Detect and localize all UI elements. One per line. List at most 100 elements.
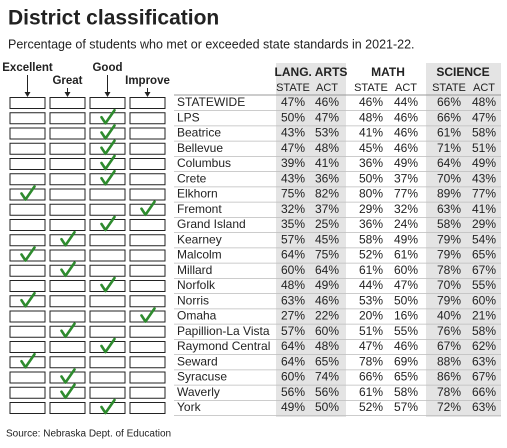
score: 29%: [472, 217, 496, 231]
score: 70%: [437, 171, 461, 185]
score: 78%: [437, 263, 461, 277]
checkbox: [129, 188, 166, 201]
score: 78%: [437, 385, 461, 399]
score: 86%: [437, 370, 461, 384]
checkbox: [9, 371, 46, 384]
checkbox: [129, 112, 166, 125]
district-name: Beatrice: [177, 126, 221, 140]
score: 47%: [281, 95, 305, 109]
district-name: Omaha: [177, 309, 217, 323]
lang-arts-shade: [276, 63, 346, 417]
score: 82%: [315, 187, 339, 201]
score: 55%: [472, 278, 496, 292]
score: 40%: [437, 309, 461, 323]
score: 46%: [315, 95, 339, 109]
score: 47%: [394, 278, 418, 292]
score: 60%: [394, 263, 418, 277]
checkbox: [89, 234, 126, 247]
score: 48%: [315, 141, 339, 155]
checkbox: [89, 188, 126, 201]
score: 64%: [281, 248, 305, 262]
score: 27%: [281, 309, 305, 323]
checkbox: [9, 112, 46, 125]
score: 22%: [315, 309, 339, 323]
score: 53%: [359, 293, 383, 307]
score: 46%: [394, 339, 418, 353]
checkbox: [49, 219, 86, 231]
sub-header: ACT: [316, 82, 338, 94]
score: 36%: [359, 156, 383, 170]
score: 20%: [359, 309, 383, 323]
score: 46%: [394, 110, 418, 124]
checkbox: [89, 203, 126, 216]
district-name: Waverly: [177, 385, 220, 399]
district-name: Malcolm: [177, 248, 222, 262]
score: 70%: [437, 278, 461, 292]
score: 79%: [437, 293, 461, 307]
checkbox: [49, 310, 86, 323]
score: 78%: [359, 354, 383, 368]
checkmark: [100, 108, 116, 125]
score: 51%: [359, 324, 383, 338]
score: 64%: [315, 263, 339, 277]
checkbox: [89, 295, 126, 308]
sub-header: STATE: [276, 82, 310, 94]
score: 79%: [437, 248, 461, 262]
checkmark: [60, 261, 76, 278]
score: 67%: [437, 339, 461, 353]
score: 48%: [281, 278, 305, 292]
score: 43%: [281, 126, 305, 140]
checkbox: [9, 97, 46, 109]
district-name: Fremont: [177, 202, 222, 216]
score: 64%: [437, 156, 461, 170]
score: 36%: [359, 217, 383, 231]
classification-header: Good: [92, 62, 122, 74]
district-name: Seward: [177, 354, 218, 368]
checkmark: [60, 322, 76, 339]
score: 76%: [437, 324, 461, 338]
checkbox: [9, 203, 46, 216]
district-name: Crete: [177, 171, 207, 185]
checkbox: [9, 127, 46, 140]
checkbox: [89, 249, 126, 262]
score: 47%: [359, 339, 383, 353]
score: 32%: [281, 202, 305, 216]
science-shade: [426, 63, 501, 417]
checkbox: [9, 341, 46, 353]
score: 60%: [472, 293, 496, 307]
score: 62%: [472, 339, 496, 353]
arrow-head: [144, 92, 151, 97]
classification-header: Excellent: [2, 62, 53, 74]
checkbox: [9, 219, 46, 231]
score: 63%: [472, 354, 496, 368]
checkmark: [60, 368, 76, 384]
score: 49%: [315, 278, 339, 292]
score: 16%: [394, 309, 418, 323]
district-name: Kearney: [177, 232, 222, 246]
score: 47%: [281, 141, 305, 155]
district-name: Millard: [177, 263, 212, 277]
score: 37%: [315, 202, 339, 216]
score: 71%: [437, 141, 461, 155]
checkbox: [49, 249, 86, 262]
score: 56%: [315, 385, 339, 399]
score: 64%: [281, 339, 305, 353]
checkmark: [100, 215, 116, 232]
score: 41%: [472, 202, 496, 216]
score: 58%: [472, 126, 496, 140]
district-name: LPS: [177, 110, 200, 124]
score: 55%: [394, 324, 418, 338]
checkbox: [129, 234, 166, 247]
score: 46%: [359, 95, 383, 109]
checkbox: [129, 402, 166, 414]
checkbox: [89, 386, 126, 399]
sub-header: STATE: [432, 82, 466, 94]
district-name: Norfolk: [177, 278, 216, 292]
score: 67%: [472, 263, 496, 277]
score: 50%: [394, 293, 418, 307]
checkbox: [9, 325, 46, 338]
score: 49%: [394, 232, 418, 246]
score: 48%: [359, 110, 383, 124]
checkbox: [49, 341, 86, 353]
score: 57%: [281, 324, 305, 338]
